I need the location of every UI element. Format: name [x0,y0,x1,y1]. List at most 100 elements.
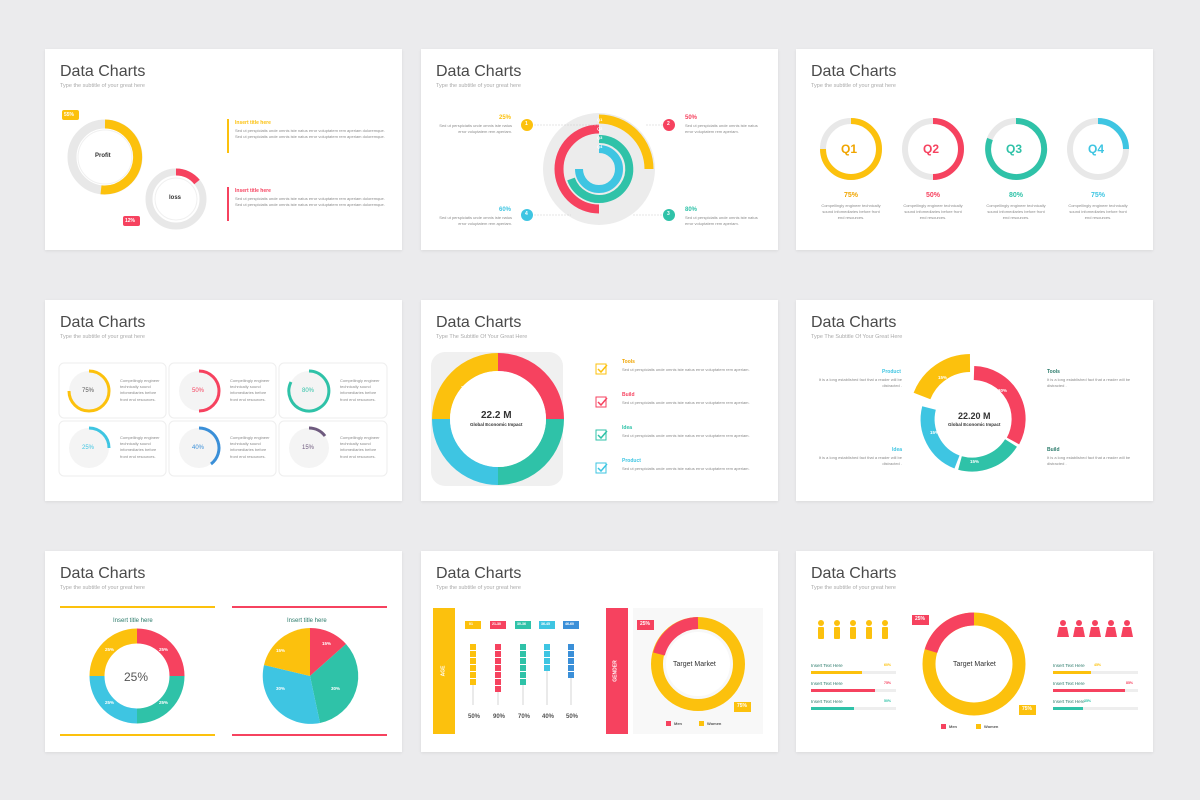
slide-7[interactable]: Data Charts Type the subtitle of your gr… [45,551,402,752]
range-value-5: 50% [566,714,579,720]
range-1: 01 [469,622,473,626]
q3-text: Compellingly engineer technically sound … [986,203,1046,221]
men-pct: 25% [640,621,651,627]
q1-label: Q1 [841,142,858,156]
slice-label-2: 25% [525,446,535,451]
text-25: Sed ut perspiciatis unde omnis iste natu… [439,123,512,135]
slide-8[interactable]: Data Charts Type the subtitle of your gr… [421,551,778,752]
slice-label-4: 25% [461,385,471,390]
marker-3: 3 [667,211,670,217]
insert-title-left: Insert title here [113,618,153,624]
slice-label-3: 25% [461,446,471,451]
pie-label-1: 15% [322,641,332,646]
insert-text-2: Insert Text Here [811,681,843,686]
q4-text: Compellingly engineer technically sound … [1068,203,1128,221]
card-text-3: Compellingly engineer technically sound … [340,378,380,402]
slide-title: Data Charts [811,63,897,80]
card-text-2: Compellingly engineer technically sound … [230,378,270,402]
card-text-6: Compellingly engineer technically sound … [340,435,380,459]
slide-title: Data Charts [436,63,522,80]
insert-title-2: Insert title here [235,188,271,194]
item-tools: Tools [622,359,635,365]
insert-text-6: Insert Text Here [1053,699,1085,704]
slide-9[interactable]: Data Charts Type the subtitle of your gr… [796,551,1153,752]
label-idea: Idea [892,447,903,453]
q2-value: 50% [926,192,941,199]
exploded-donut [913,354,1026,472]
slice-label-yellow: 15% [938,375,948,380]
target-market-label: Target Market [953,661,996,668]
slice-label-teal: 15% [970,459,980,464]
donut-label-2: 25% [159,700,169,705]
insert-text-5: Insert Text Here [1053,681,1085,686]
bar-value-2: 75% [884,681,892,685]
card-text-5: Compellingly engineer technically sound … [230,435,270,459]
range-value-2: 90% [493,714,506,720]
slide-3[interactable]: Data Charts Type the subtitle of your gr… [796,49,1153,250]
item-idea-text: Sed ut perspiciatis unde omnis iste natu… [622,433,750,438]
target-market-label: Target Market [673,661,716,668]
insert-text-4: Insert Text Here [1053,663,1085,668]
center-label: Global Economic Impact [948,422,1001,427]
card-value-6: 15% [302,445,315,451]
insert-title-1: Insert title here [235,120,271,126]
slide-subtitle: Type the subtitle of your great here [811,585,896,591]
gender-label: GENDER [612,660,619,682]
slide-2[interactable]: Data Charts Type the subtitle of your gr… [421,49,778,250]
profit-ring-value [100,119,143,195]
pie-label-2: 15% [276,648,286,653]
insert-text-1: Insert Text Here [811,663,843,668]
q2-label: Q2 [923,142,940,156]
legend-women: Women [707,721,722,726]
text-build: It is a long established fact that a rea… [1047,455,1131,467]
pct-25: 25% [499,115,512,121]
item-product: Product [622,458,641,464]
slide-title: Data Charts [811,565,897,582]
bar-value-6: 35% [1084,699,1092,703]
women-pct: 75% [1022,706,1033,712]
profit-pct: 55% [64,112,75,118]
slide-5[interactable]: Data Charts Type The Subtitle Of Your Gr… [421,300,778,501]
item-idea: Idea [622,425,633,431]
profit-label: Profit [95,153,111,159]
slide-title: Data Charts [436,565,522,582]
item-tools-text: Sed ut perspiciatis unde omnis iste natu… [622,367,750,372]
range-value-4: 40% [542,714,555,720]
center-value: 22.2 M [481,410,512,421]
pie-label-3: 30% [331,686,341,691]
slice-label-red: 30% [998,388,1008,393]
text-60: Sed ut perspiciatis unde omnis iste natu… [439,215,512,227]
women-icons [1057,620,1133,637]
slide-6[interactable]: Data Charts Type The Subtitle Of Your Gr… [796,300,1153,501]
card-text-4: Compellingly engineer technically sound … [120,435,160,459]
slide-subtitle: Type the subtitle of your great here [436,83,521,89]
pct-80: 80% [685,207,698,213]
age-label: AGE [440,665,447,677]
range-2: 21-30 [492,622,501,626]
q2-text: Compellingly engineer technically sound … [903,203,963,221]
card-value-5: 40% [192,445,205,451]
card-value-1: 75% [82,388,95,394]
q4-value: 75% [1091,192,1106,199]
donut-label-3: 25% [105,700,115,705]
range-3: 30-36 [517,622,526,626]
legend-women: Women [984,724,999,729]
label-tools: Tools [1047,369,1060,375]
donut-label-4: 25% [105,647,115,652]
age-gender-charts [433,608,763,734]
slide-4[interactable]: Data Charts Type the subtitle of your gr… [45,300,402,501]
pct-60: 60% [499,207,512,213]
slide-subtitle: Type The Subtitle Of Your Great Here [436,334,528,340]
target-market-people [811,612,1138,729]
center-label: Global Economic Impact [470,422,523,427]
text-product: It is a long established fact that a rea… [818,377,902,389]
card-value-2: 50% [192,388,205,394]
insert-title-right: Insert title here [287,618,327,624]
range-value-1: 50% [468,714,481,720]
q1-text: Compellingly engineer technically sound … [821,203,881,221]
slide-1[interactable]: Data Charts Type the subtitle of your gr… [45,49,402,250]
q4-tag: Q4 [597,144,603,149]
slide-title: Data Charts [60,565,146,582]
slide-title: Data Charts [60,63,146,80]
marker-4: 4 [525,211,528,217]
